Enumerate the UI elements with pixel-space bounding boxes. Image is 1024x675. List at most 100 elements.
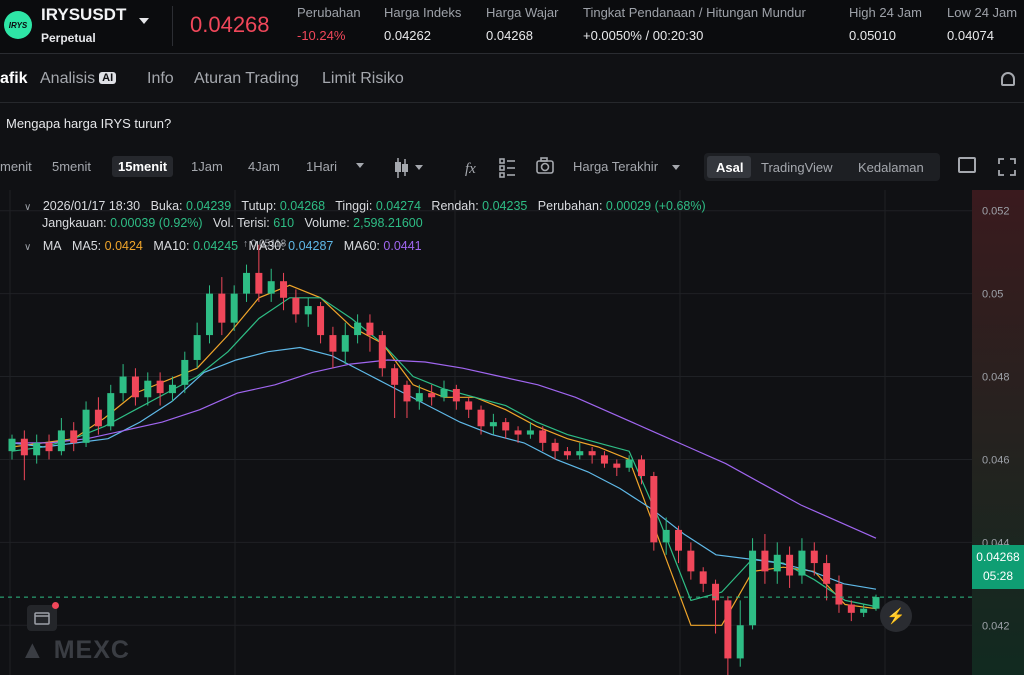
interval-more-chevron-icon[interactable] xyxy=(356,163,364,168)
high-marker: ↑ 0.05118 xyxy=(243,239,287,250)
ma30-line xyxy=(11,346,877,590)
indicator-fx-icon[interactable]: fx xyxy=(465,161,476,177)
candle xyxy=(403,380,411,418)
interval-4h[interactable]: 4Jam xyxy=(248,159,280,174)
watermark-text: MEXC xyxy=(53,636,130,664)
ohlc-legend-row-2: Jangkauan: 0.00039 (0.92%) Vol. Terisi: … xyxy=(42,216,423,230)
view-depth[interactable]: Kedalaman xyxy=(858,160,924,175)
candle xyxy=(354,314,362,344)
indicator-list-icon[interactable] xyxy=(499,158,515,178)
tab-risk-limit[interactable]: Limit Risiko xyxy=(322,70,404,87)
calendar-event-icon[interactable] xyxy=(27,605,57,631)
candle xyxy=(205,285,213,344)
price-source-select[interactable]: Harga Terakhir xyxy=(573,159,659,174)
legend-volume: 2,598.21600 xyxy=(353,216,423,230)
candle xyxy=(440,380,448,402)
candle xyxy=(773,542,781,584)
price-axis-tick: 0.052 xyxy=(982,206,1010,218)
candle xyxy=(415,384,423,410)
candle xyxy=(267,268,275,302)
fullscreen-icon[interactable] xyxy=(997,157,1017,177)
candles xyxy=(8,244,880,675)
candle xyxy=(860,604,868,617)
candle xyxy=(255,244,263,302)
interval-15min[interactable]: 15menit xyxy=(112,156,174,177)
layout-icon[interactable] xyxy=(958,157,976,173)
candle xyxy=(563,447,571,460)
candle xyxy=(786,546,794,588)
candle xyxy=(181,351,189,394)
candle xyxy=(613,459,621,477)
legend-low-label: Rendah: xyxy=(431,199,479,213)
stat-label-high-24h: High 24 Jam xyxy=(849,5,922,20)
candle xyxy=(33,434,41,464)
chart-grid xyxy=(0,190,972,675)
tab-bar: afik Analisis AI Info Aturan Trading Limi… xyxy=(0,55,1024,103)
candle xyxy=(230,285,238,331)
contract-type: Perpetual xyxy=(41,31,96,45)
ma-collapse-chevron-icon[interactable]: ∨ xyxy=(24,242,32,253)
camera-icon[interactable] xyxy=(536,157,554,174)
exchange-watermark: ▲ MEXC xyxy=(20,636,130,664)
candle xyxy=(193,322,201,369)
legend-close-label: Tutup: xyxy=(241,199,277,213)
stat-value-low-24h: 0.04074 xyxy=(947,28,994,43)
candle xyxy=(736,600,744,667)
candle xyxy=(687,542,695,580)
candle xyxy=(156,372,164,406)
candle xyxy=(341,322,349,365)
tab-trading-rules[interactable]: Aturan Trading xyxy=(194,70,299,87)
ai-question-prompt[interactable]: Mengapa harga IRYS turun? xyxy=(6,116,172,131)
legend-filled-vol: 610 xyxy=(273,216,295,230)
symbol-name[interactable]: IRYSUSDT xyxy=(41,5,127,24)
candle xyxy=(489,413,497,435)
candle xyxy=(304,297,312,327)
divider xyxy=(172,6,173,46)
candle xyxy=(798,538,806,584)
tab-analysis[interactable]: Analisis AI xyxy=(40,70,117,88)
chevron-down-icon[interactable] xyxy=(139,18,149,24)
ticker-header: IRYS IRYSUSDT Perpetual 0.04268 Perubaha… xyxy=(0,0,1024,54)
bell-icon[interactable] xyxy=(1001,72,1015,86)
candle-type-icon[interactable] xyxy=(395,158,423,178)
legend-range-label: Jangkauan: xyxy=(42,216,107,230)
candle xyxy=(20,430,28,481)
candle xyxy=(662,517,670,555)
price-source-chevron-icon[interactable] xyxy=(672,165,680,170)
stat-value-index-price: 0.04262 xyxy=(384,28,431,43)
tab-info[interactable]: Info xyxy=(147,70,174,87)
tab-chart[interactable]: afik xyxy=(0,70,28,87)
price-axis-tick: 0.046 xyxy=(982,454,1010,466)
candle xyxy=(749,538,757,630)
candle xyxy=(168,376,176,402)
moving-average-lines xyxy=(11,284,877,626)
candle xyxy=(119,364,127,402)
stat-label-index-price: Harga Indeks xyxy=(384,5,462,20)
collapse-chevron-icon[interactable]: ∨ xyxy=(24,202,32,213)
legend-open: 0.04239 xyxy=(186,199,232,213)
stat-label-funding-rate[interactable]: Tingkat Pendanaan / Hitungan Mundur xyxy=(583,5,806,20)
notification-dot xyxy=(52,602,59,609)
stat-label-low-24h: Low 24 Jam xyxy=(947,5,1018,20)
candle xyxy=(428,384,436,406)
candle-countdown: 05:28 xyxy=(982,569,1014,583)
ma60-name: MA60: xyxy=(343,239,380,253)
ma10-value: 0.04245 xyxy=(192,239,239,253)
candle xyxy=(243,264,251,302)
interval-5min[interactable]: 5menit xyxy=(52,159,92,174)
ai-badge: AI xyxy=(99,72,117,84)
interval-1h[interactable]: 1Jam xyxy=(191,159,223,174)
view-tradingview[interactable]: TradingView xyxy=(761,160,833,175)
ma60-value: 0.0441 xyxy=(383,239,422,253)
candle xyxy=(539,426,547,452)
lightning-icon[interactable]: ⚡ xyxy=(880,600,912,632)
view-original[interactable]: Asal xyxy=(716,160,744,175)
interval-1min[interactable]: menit xyxy=(0,159,32,174)
current-price-value: 0.04268 xyxy=(976,550,1020,564)
interval-1d[interactable]: 1Hari xyxy=(306,159,338,174)
ma60-line xyxy=(12,359,877,539)
candle xyxy=(847,600,855,622)
legend-high: 0.04274 xyxy=(375,199,421,213)
